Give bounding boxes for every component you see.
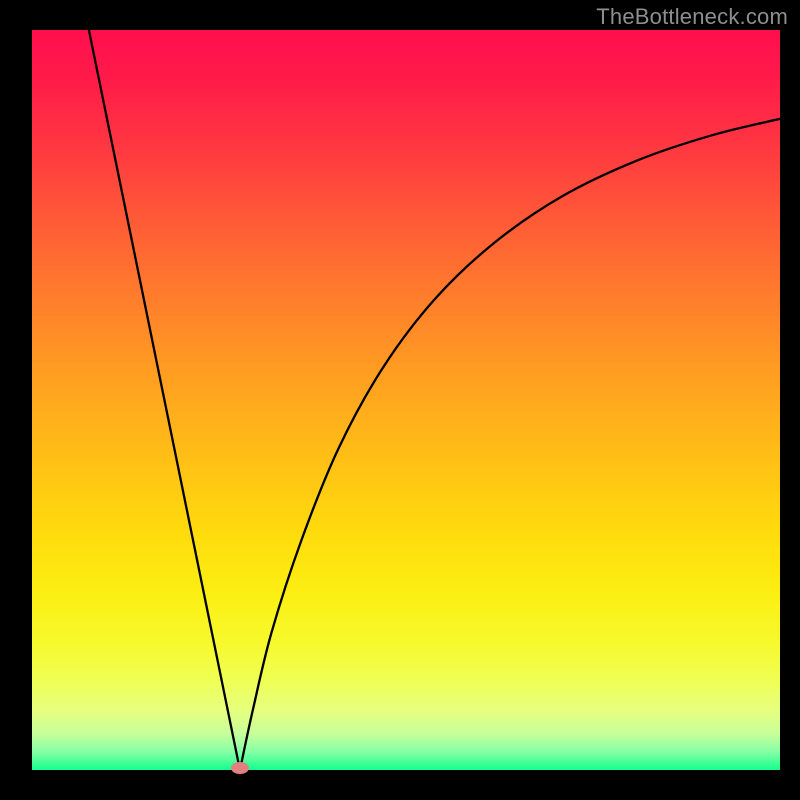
- optimal-point-marker: [231, 762, 249, 774]
- plot-background: [32, 30, 780, 770]
- chart-container: TheBottleneck.com: [0, 0, 800, 800]
- watermark-text: TheBottleneck.com: [596, 4, 788, 30]
